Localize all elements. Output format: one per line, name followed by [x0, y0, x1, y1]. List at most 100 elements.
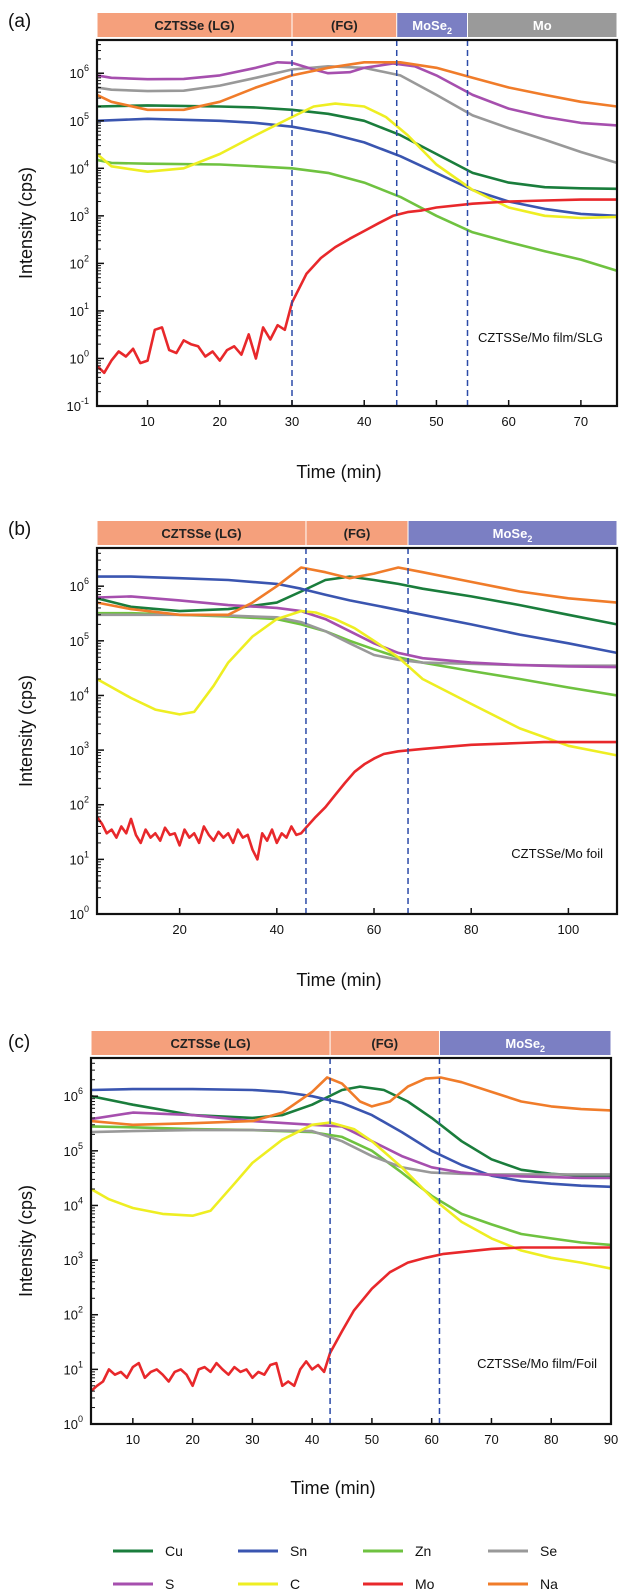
phase-band [330, 1031, 439, 1055]
phase-band [397, 13, 467, 37]
panel-label: (b) [8, 519, 31, 540]
y-tick-label: 102 [70, 253, 89, 271]
series-line-s [97, 595, 617, 669]
series-line-sn [91, 1087, 611, 1189]
series-line-c [97, 102, 617, 220]
phase-band [468, 13, 617, 37]
plot-frame [95, 546, 619, 916]
series-line-na [91, 1076, 611, 1127]
phase-band [97, 521, 306, 545]
x-tick-label: 20 [213, 414, 227, 429]
phase-label: (FG) [331, 18, 358, 33]
y-tick-label: 101 [64, 1359, 83, 1377]
x-tick-label: 60 [501, 414, 515, 429]
series-line-cu [97, 104, 617, 191]
legend-label: Zn [415, 1543, 431, 1559]
phase-label: MoSe2 [412, 18, 452, 36]
y-tick-label: 103 [70, 740, 89, 758]
phase-band [439, 1031, 611, 1055]
x-axis-title: Time (min) [290, 1478, 375, 1498]
legend-item-mo: Mo [363, 1576, 435, 1592]
x-axis: 10 20 30 40 50 60 70 [140, 400, 588, 429]
y-tick-label: 101 [70, 301, 89, 319]
y-tick-label: 10-1 [67, 396, 89, 414]
series-line-se [97, 613, 617, 667]
sample-annotation: CZTSSe/Mo film/SLG [478, 330, 603, 345]
legend-item-zn: Zn [363, 1543, 431, 1559]
panel-c: (c) CZTSSe (LG) (FG) MoSe2 10 20 30 40 50 60 70 80 9… [8, 1031, 618, 1498]
phase-strip: CZTSSe (LG) (FG) MoSe2 [97, 521, 617, 545]
phase-label: MoSe2 [505, 1036, 545, 1054]
phase-label: CZTSSe (LG) [170, 1036, 250, 1051]
phase-label: MoSe2 [493, 526, 533, 544]
y-tick-label: 100 [64, 1414, 83, 1432]
x-tick-label: 40 [357, 414, 371, 429]
series-line-cu [97, 575, 617, 626]
y-tick-label: 100 [70, 904, 89, 922]
legend-item-s: S [113, 1576, 174, 1592]
y-axis-title: Intensity (cps) [16, 167, 36, 279]
series-line-na [97, 566, 617, 617]
legend-label: Mo [415, 1576, 435, 1592]
x-tick-label: 40 [270, 922, 284, 937]
series-group [97, 566, 617, 861]
y-axis: 100 101 102 103 104 105 106 [64, 1057, 98, 1432]
x-tick-label: 50 [429, 414, 443, 429]
y-tick-label: 105 [70, 111, 89, 129]
x-tick-label: 90 [604, 1432, 618, 1447]
x-tick-label: 100 [558, 922, 580, 937]
y-tick-label: 103 [64, 1250, 83, 1268]
series-line-s [97, 61, 617, 127]
series-line-zn [97, 611, 617, 697]
legend-label: Sn [290, 1543, 307, 1559]
phase-label: (FG) [371, 1036, 398, 1051]
x-tick-label: 20 [185, 1432, 199, 1447]
x-tick-label: 10 [126, 1432, 140, 1447]
legend-item-c: C [238, 1576, 300, 1592]
phase-band [408, 521, 617, 545]
phase-band [97, 13, 292, 37]
legend-label: C [290, 1576, 300, 1592]
phase-strip: CZTSSe (LG) (FG) MoSe2 [91, 1031, 611, 1055]
series-line-mo [91, 1246, 611, 1393]
series-line-mo [97, 198, 617, 375]
series-group [91, 1076, 611, 1393]
x-tick-label: 40 [305, 1432, 319, 1447]
panel-label: (a) [8, 11, 31, 32]
sample-annotation: CZTSSe/Mo foil [511, 846, 603, 861]
legend-item-cu: Cu [113, 1543, 183, 1559]
series-line-na [97, 61, 617, 112]
x-tick-label: 30 [285, 414, 299, 429]
sample-annotation: CZTSSe/Mo film/Foil [477, 1356, 597, 1371]
x-tick-label: 80 [464, 922, 478, 937]
y-tick-label: 102 [64, 1305, 83, 1323]
y-tick-label: 102 [70, 795, 89, 813]
y-tick-label: 100 [70, 348, 89, 366]
y-tick-label: 104 [70, 158, 89, 176]
phase-band [91, 1031, 330, 1055]
y-tick-label: 104 [70, 685, 89, 703]
x-tick-label: 60 [367, 922, 381, 937]
legend-label: Na [540, 1576, 558, 1592]
y-tick-label: 103 [70, 206, 89, 224]
series-line-se [97, 65, 617, 165]
phase-label: (FG) [344, 526, 371, 541]
x-tick-label: 70 [484, 1432, 498, 1447]
series-line-s [91, 1111, 611, 1180]
legend-item-sn: Sn [238, 1543, 307, 1559]
series-line-sn [97, 575, 617, 655]
y-axis: 10-1 100 101 102 103 104 105 106 [67, 39, 104, 414]
phase-label: CZTSSe (LG) [161, 526, 241, 541]
plot-frame [89, 1056, 613, 1426]
legend-label: Se [540, 1543, 557, 1559]
x-axis: 10 20 30 40 50 60 70 80 90 [126, 1418, 618, 1447]
legend-item-se: Se [488, 1543, 557, 1559]
x-tick-label: 10 [140, 414, 154, 429]
legend: Cu Sn Zn Se S C Mo Na [113, 1543, 558, 1592]
legend-label: Cu [165, 1543, 183, 1559]
x-tick-label: 70 [574, 414, 588, 429]
series-line-mo [97, 740, 617, 861]
